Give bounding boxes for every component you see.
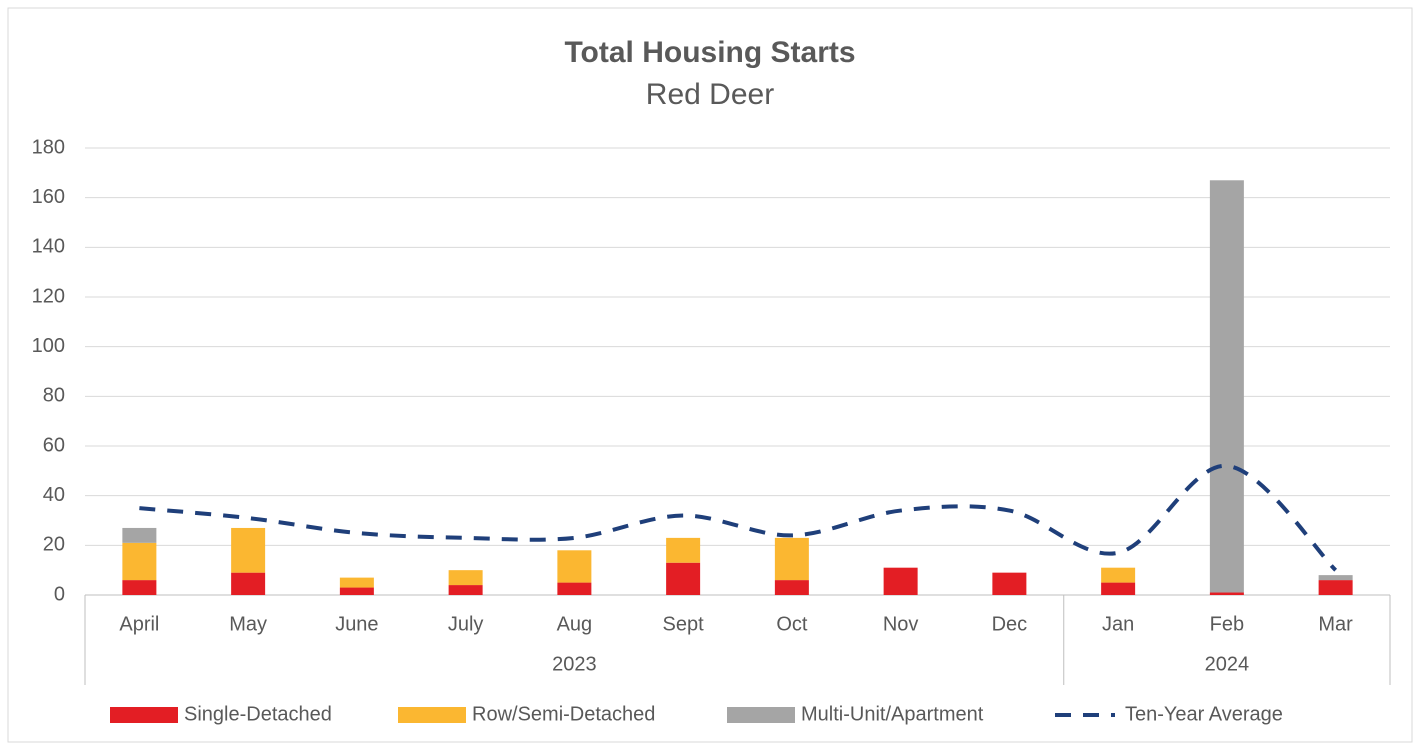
group-label: 2023 (552, 653, 597, 675)
legend-swatch (110, 707, 178, 723)
y-tick-label: 160 (32, 186, 65, 208)
bar-segment (1318, 580, 1353, 595)
legend-swatch (727, 707, 795, 723)
x-tick-label: June (335, 613, 378, 635)
x-tick-label: July (448, 613, 484, 635)
line-series (139, 463, 1338, 572)
bar-segment (448, 570, 483, 586)
legend-label: Single-Detached (184, 703, 332, 725)
x-tick-label: Jan (1102, 613, 1134, 635)
bar-segment (122, 580, 157, 595)
y-tick-label: 80 (43, 385, 65, 407)
bar-segment (1318, 575, 1353, 581)
legend-swatch (398, 707, 466, 723)
x-tick-label: Mar (1318, 613, 1353, 635)
bar-segment (557, 550, 592, 583)
x-tick-label: Nov (883, 613, 919, 635)
y-tick-label: 40 (43, 484, 65, 506)
legend-label: Ten-Year Average (1125, 703, 1283, 725)
y-tick-label: 60 (43, 434, 65, 456)
bar-segment (666, 537, 701, 563)
y-tick-label: 140 (32, 236, 65, 258)
bar-segment (666, 562, 701, 595)
chart-title: Total Housing Starts (564, 36, 855, 69)
bar-segment (1209, 180, 1244, 593)
bar-segment (557, 582, 592, 595)
bar-segment (992, 572, 1027, 595)
x-tick-label: Feb (1210, 613, 1244, 635)
x-tick-label: Aug (557, 613, 593, 635)
bar-segment (448, 585, 483, 595)
bar-segment (1101, 582, 1136, 595)
bar-segment (231, 572, 266, 595)
bar-segment (774, 580, 809, 595)
x-tick-label: Sept (663, 613, 705, 635)
y-tick-label: 180 (32, 136, 65, 158)
bar-segment (339, 587, 374, 595)
chart-border (7, 7, 1413, 743)
x-tick-label: Dec (992, 613, 1028, 635)
chart-subtitle: Red Deer (646, 78, 774, 111)
y-tick-label: 120 (32, 285, 65, 307)
group-label: 2024 (1205, 653, 1250, 675)
legend-label: Row/Semi-Detached (472, 703, 655, 725)
legend-label: Multi-Unit/Apartment (801, 703, 984, 725)
y-tick-label: 0 (54, 583, 65, 605)
x-tick-label: Oct (776, 613, 808, 635)
bar-segment (339, 577, 374, 588)
y-tick-label: 20 (43, 534, 65, 556)
bar-segment (883, 567, 918, 595)
bar-segment (231, 527, 266, 573)
x-tick-label: May (229, 613, 267, 635)
x-tick-label: April (119, 613, 159, 635)
bar-segment (1209, 592, 1244, 595)
bar-segment (774, 537, 809, 581)
bar-segment (122, 527, 157, 543)
y-tick-label: 100 (32, 335, 65, 357)
bar-segment (122, 542, 157, 581)
bar-segment (1101, 567, 1136, 583)
